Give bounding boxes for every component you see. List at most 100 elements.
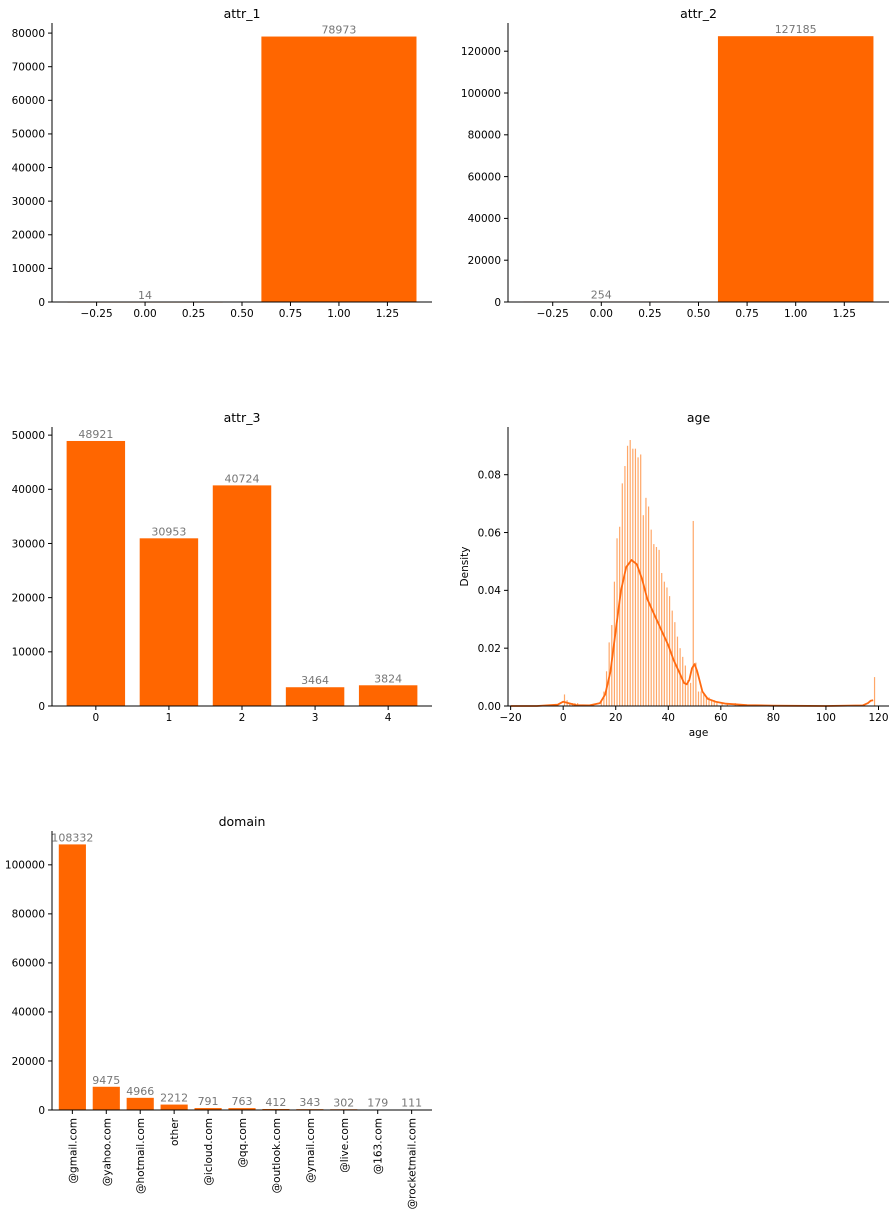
bar-value-label: 412 <box>265 1096 286 1109</box>
subplot-title: attr_2 <box>680 6 717 21</box>
x-tick-label: 1.25 <box>833 308 856 320</box>
bar <box>194 1108 222 1110</box>
y-tick-label: 10000 <box>12 263 45 275</box>
histogram-bar <box>708 697 710 706</box>
y-tick-label: 0 <box>38 1105 45 1117</box>
y-tick-label: 60000 <box>12 958 45 970</box>
x-tick-label: 20 <box>609 712 622 724</box>
x-tick-label: 0.25 <box>182 308 205 320</box>
histogram-bar <box>713 700 715 706</box>
histogram-bar <box>716 703 718 706</box>
histogram-bar <box>626 445 629 706</box>
bar-value-label: 40724 <box>225 472 260 485</box>
histogram-bar <box>569 703 571 706</box>
x-tick-label: 1.25 <box>376 308 399 320</box>
bar-value-label: 78973 <box>321 24 356 37</box>
histogram-bar <box>661 573 663 706</box>
y-tick-label: 40000 <box>12 1007 45 1019</box>
histogram-bar <box>690 682 692 706</box>
x-tick-label: 0 <box>560 712 567 724</box>
y-tick-label: 40000 <box>468 213 501 225</box>
x-tick-label: 1.00 <box>327 308 350 320</box>
bar-value-label: 48921 <box>78 428 113 441</box>
x-tick-label: @gmail.com <box>67 1118 79 1183</box>
histogram-bar <box>621 483 623 706</box>
y-tick-label: 50000 <box>12 430 45 442</box>
bar <box>717 36 874 303</box>
x-tick-label: 0.25 <box>638 308 661 320</box>
histogram-bar <box>695 662 697 706</box>
y-tick-label: 30000 <box>12 538 45 550</box>
histogram-bar <box>679 648 681 706</box>
x-tick-label: 2 <box>239 712 246 724</box>
subplot-age: age age Density 0.00 0.02 0.04 0.06 0.08 −20 0… <box>459 410 889 739</box>
bar-value-label: 127185 <box>775 23 817 36</box>
y-tick-label: 20000 <box>12 230 45 242</box>
histogram-bar <box>603 691 605 706</box>
x-tick-label: 0.75 <box>279 308 302 320</box>
bar <box>58 844 86 1110</box>
y-tick-label: 120000 <box>461 46 501 58</box>
x-tick-label: 1 <box>166 712 173 724</box>
histogram-bar <box>653 544 655 706</box>
histogram-bar <box>700 691 702 706</box>
histogram-bar <box>692 520 694 706</box>
bar-value-label: 14 <box>138 289 152 302</box>
y-tick-label: 80000 <box>12 28 45 40</box>
y-tick-label: 60000 <box>12 95 45 107</box>
y-tick-label: 20000 <box>468 255 501 267</box>
x-tick-label: @qq.com <box>237 1118 249 1168</box>
bar <box>126 1097 154 1110</box>
subplot-title: domain <box>219 814 266 829</box>
x-tick-label: @yahoo.com <box>101 1118 113 1186</box>
histogram-bar <box>655 546 658 706</box>
x-tick-label: @163.com <box>373 1118 385 1174</box>
histogram-bar <box>721 703 723 706</box>
subplot-title: attr_3 <box>224 410 261 425</box>
x-tick-label: 100 <box>816 712 836 724</box>
x-tick-label: other <box>169 1117 181 1146</box>
bar <box>262 1108 290 1110</box>
bar-value-label: 111 <box>401 1097 422 1110</box>
x-tick-label: 80 <box>767 712 780 724</box>
histogram-bar <box>703 694 705 706</box>
histogram-bar <box>634 448 637 706</box>
y-tick-label: 100000 <box>461 88 501 100</box>
bar-value-label: 302 <box>333 1096 354 1109</box>
y-tick-label: 70000 <box>12 61 45 73</box>
y-tick-label: 30000 <box>12 196 45 208</box>
histogram-bar <box>642 515 644 706</box>
x-tick-label: 0 <box>93 712 100 724</box>
y-tick-label: 0 <box>494 297 501 309</box>
histogram-bar <box>624 466 626 706</box>
bar-value-label: 2212 <box>160 1092 188 1105</box>
x-axis-label: age <box>689 727 709 739</box>
x-tick-label: 3 <box>312 712 319 724</box>
x-tick-label: 0.75 <box>735 308 758 320</box>
bar <box>212 485 272 706</box>
x-tick-label: −20 <box>500 712 522 724</box>
x-tick-label: 1.00 <box>784 308 807 320</box>
histogram-bar <box>645 497 647 706</box>
y-axis-label: Density <box>459 547 471 587</box>
bar-value-label: 9475 <box>92 1074 120 1087</box>
y-tick-label: 0 <box>38 701 45 713</box>
histogram-bar <box>873 677 876 706</box>
histogram-bar <box>629 440 631 706</box>
bar <box>92 1086 120 1110</box>
subplot-title: attr_1 <box>224 6 261 21</box>
y-tick-label: 0.02 <box>478 643 501 655</box>
subplot-attr-1: attr_1 14 78973 0 10000 20000 30000 40000 50000… <box>12 6 432 320</box>
bar <box>139 538 199 706</box>
bar-value-label: 4966 <box>126 1085 154 1098</box>
x-tick-label: 0.00 <box>133 308 156 320</box>
bar <box>261 36 417 303</box>
subplot-attr-2: attr_2 254 127185 0 20000 40000 60000 80000 100… <box>461 6 889 320</box>
histogram-bar <box>647 506 650 706</box>
y-tick-label: 0 <box>38 297 45 309</box>
y-tick-label: 0.00 <box>478 701 501 713</box>
bar-value-label: 763 <box>232 1095 253 1108</box>
x-tick-label: 0.50 <box>687 308 710 320</box>
x-tick-label: @hotmail.com <box>135 1118 147 1194</box>
y-tick-label: 0.04 <box>478 585 502 597</box>
